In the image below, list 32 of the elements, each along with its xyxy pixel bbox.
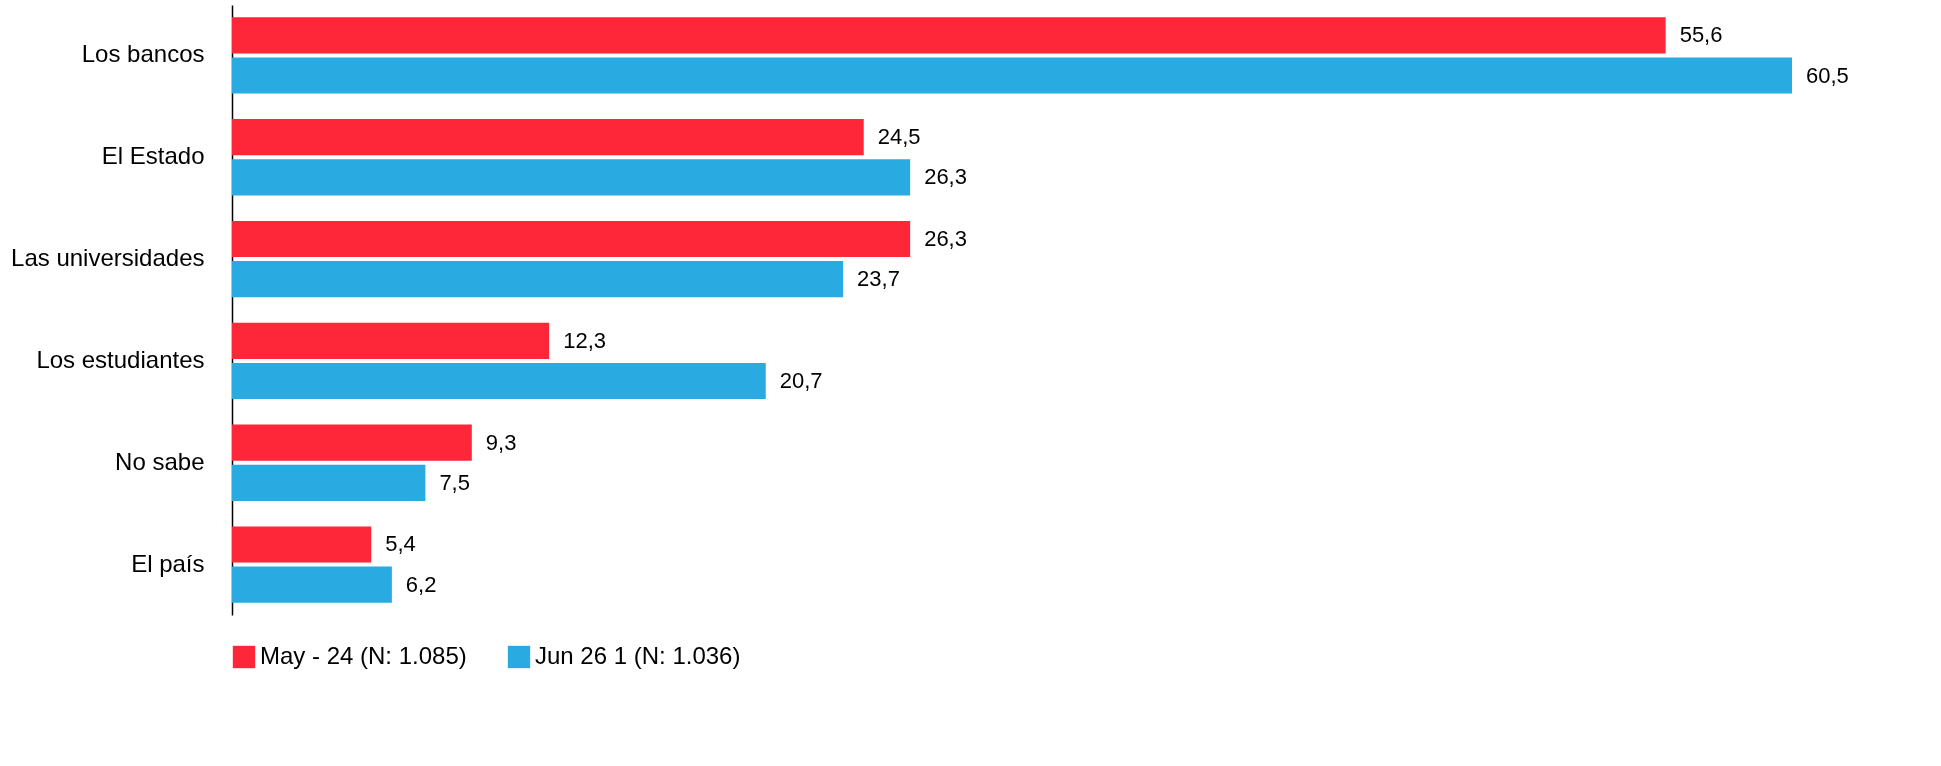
y-tick-label: Las universidades [11, 244, 205, 272]
data-label: 24,5 [877, 124, 921, 150]
bar [232, 17, 1666, 54]
data-label: 23,7 [857, 266, 900, 292]
data-label: 6,2 [405, 571, 437, 597]
bar [232, 362, 766, 400]
data-label: 9,3 [485, 429, 517, 455]
bar [232, 119, 864, 156]
bar [232, 159, 911, 196]
data-label: 7,5 [439, 469, 470, 495]
y-tick-label: Los bancos [81, 40, 205, 68]
legend-label: May - 24 (N: 1.085) [260, 642, 467, 669]
bar [232, 57, 1792, 94]
y-tick-label: El país [131, 549, 205, 577]
data-label: 26,3 [924, 164, 967, 190]
data-label: 12,3 [563, 327, 606, 353]
bar [232, 526, 372, 563]
legend-label: Jun 26 1 (N: 1.036) [535, 642, 741, 669]
y-tick-label: No sabe [115, 447, 205, 475]
data-label: 26,3 [924, 225, 967, 251]
data-label: 60,5 [1806, 62, 1849, 88]
bar [232, 424, 472, 461]
data-label: 20,7 [779, 368, 823, 394]
bar [232, 566, 392, 603]
bar [232, 220, 911, 258]
bar [232, 322, 550, 359]
y-tick-label: El Estado [101, 142, 205, 170]
bar [232, 261, 844, 298]
y-tick-label: Los estudiantes [36, 345, 205, 373]
bar [232, 464, 426, 501]
data-label: 5,4 [385, 531, 416, 557]
data-label: 55,6 [1679, 22, 1723, 48]
